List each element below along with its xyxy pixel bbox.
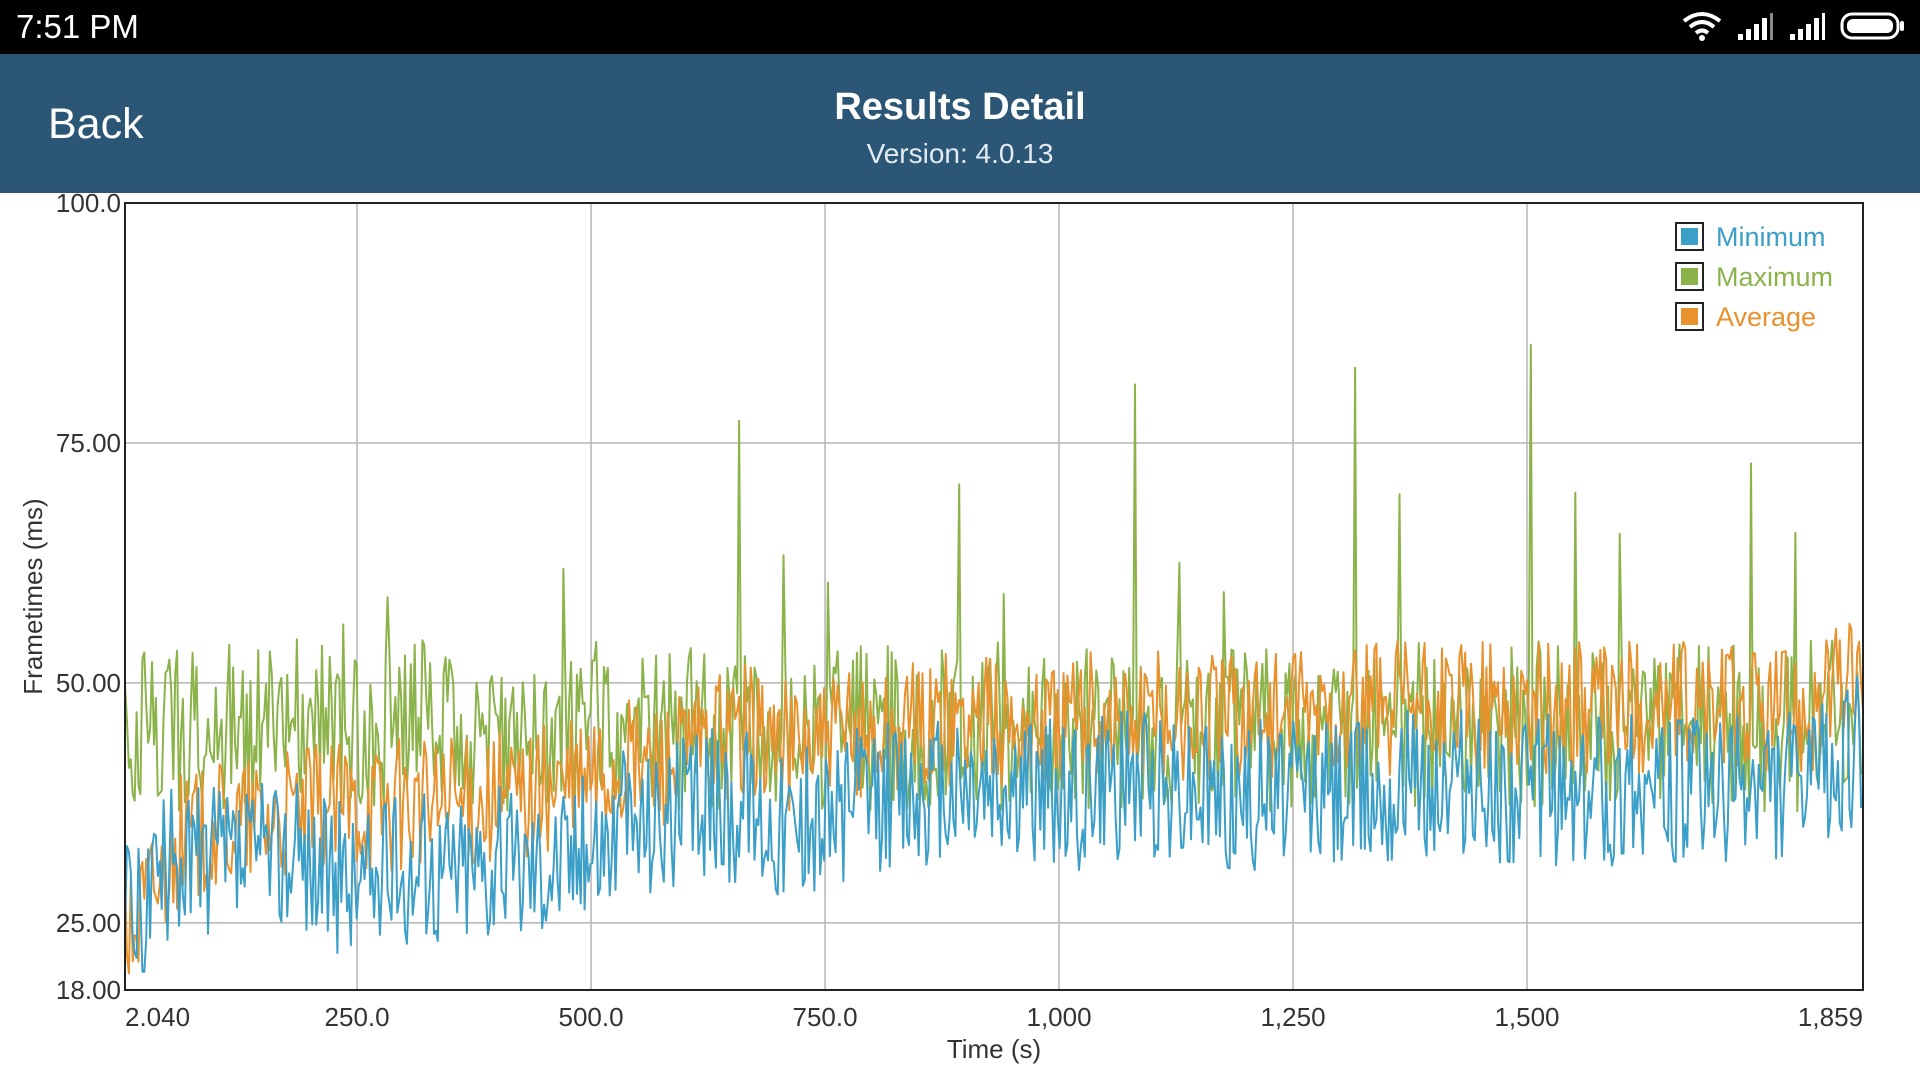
wifi-icon	[1682, 11, 1722, 46]
y-tick-label: 25.00	[56, 908, 121, 938]
legend-label-average: Average	[1716, 302, 1816, 332]
battery-icon	[1840, 11, 1906, 46]
legend-swatch-average	[1681, 308, 1698, 325]
legend-label-minimum: Minimum	[1716, 222, 1826, 252]
y-axis-title: Frametimes (ms)	[18, 498, 48, 694]
legend-label-maximum: Maximum	[1716, 262, 1833, 292]
app-bar: Back Results Detail Version: 4.0.13	[0, 54, 1920, 193]
legend-swatch-border	[1675, 262, 1704, 291]
signal-icon	[1788, 12, 1826, 45]
page-title: Results Detail	[834, 86, 1086, 128]
y-tick-label: 50.00	[56, 668, 121, 698]
x-tick-label: 1,500	[1494, 1002, 1559, 1032]
legend-swatch-maximum	[1681, 268, 1698, 285]
y-tick-label: 75.00	[56, 428, 121, 458]
frametimes-chart: 18.00 25.00 50.00 75.00 100.0 2.040 250.0 500.0…	[18, 193, 1864, 1064]
x-tick-label: 750.0	[793, 1002, 858, 1032]
y-tick-label: 100.0	[56, 193, 121, 218]
status-time: 7:51 PM	[16, 8, 139, 45]
status-icons	[1682, 10, 1906, 46]
chart-legend: Minimum Maximum Average	[1675, 222, 1833, 332]
version-label: Version: 4.0.13	[866, 138, 1054, 169]
y-tick-label: 18.00	[56, 975, 121, 1005]
x-tick-label: 2.040	[125, 1002, 190, 1032]
x-tick-label: 1,000	[1026, 1002, 1091, 1032]
plot-area-border	[124, 202, 1864, 991]
back-button[interactable]: Back	[48, 100, 144, 148]
x-tick-label: 250.0	[325, 1002, 390, 1032]
x-tick-label: 1,250	[1260, 1002, 1325, 1032]
status-bar: 7:51 PM	[0, 0, 1920, 54]
series-line-minimum	[124, 675, 1864, 973]
signal-icon	[1736, 12, 1774, 45]
x-tick-label: 1,859	[1798, 1002, 1863, 1032]
legend-swatch-minimum	[1681, 228, 1698, 245]
x-tick-label: 500.0	[559, 1002, 624, 1032]
x-axis-title: Time (s)	[947, 1034, 1041, 1064]
